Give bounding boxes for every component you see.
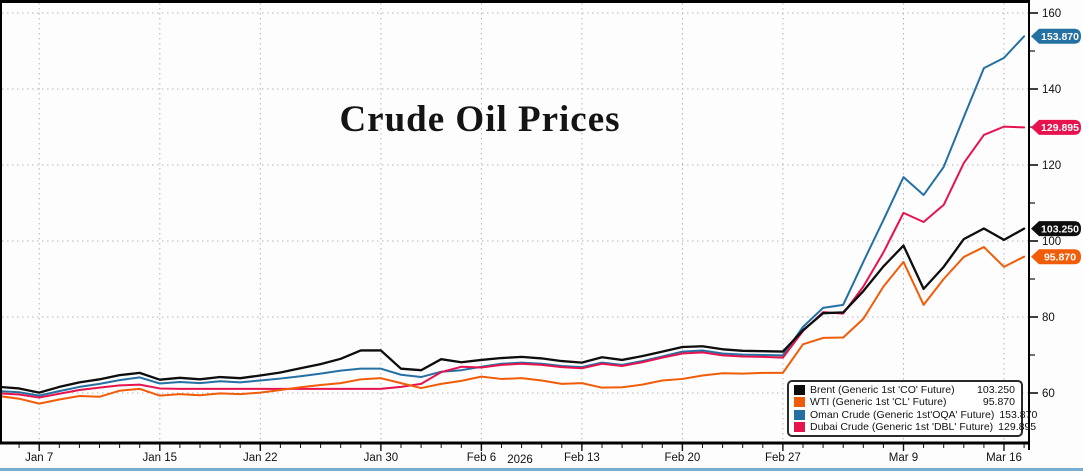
x-tick-label: Feb 6 — [467, 452, 496, 464]
x-tick-label: Feb 27 — [765, 452, 801, 464]
plot-background — [0, 0, 1030, 444]
last-price-tag-value-brent: 103.250 — [1041, 223, 1079, 235]
legend-series-label: Dubai Crude (Generic 1st 'DBL' Future) — [810, 420, 994, 433]
x-tick-label: Feb 13 — [564, 452, 600, 464]
legend-item-wti[interactable]: WTI (Generic 1st 'CL' Future) 95.870 — [794, 396, 1015, 408]
last-price-tag-oman — [1031, 28, 1081, 44]
y-tick-label: 120 — [1042, 160, 1061, 172]
y-tick-label: 80 — [1042, 312, 1055, 324]
last-price-tag-value-wti: 95.870 — [1044, 251, 1076, 263]
legend-swatch-wti-icon — [794, 397, 805, 408]
legend-series-value: 103.250 — [977, 384, 1015, 397]
last-price-tag-dubai — [1031, 119, 1081, 135]
x-tick-label: Mar 9 — [889, 452, 918, 464]
last-price-tag-wti — [1031, 249, 1081, 265]
x-tick-label: Jan 7 — [25, 452, 53, 464]
series-line-oman — [2, 35, 1026, 397]
y-tick-label: 60 — [1042, 388, 1055, 400]
legend-item-oman[interactable]: Oman Crude (Generic 1st'OQA' Future) 153… — [794, 408, 1037, 421]
x-axis-year-label: 2026 — [507, 454, 533, 466]
series-line-wti — [2, 246, 1026, 405]
y-tick-label: 160 — [1042, 8, 1061, 20]
last-price-tag-brent — [1031, 221, 1081, 237]
x-tick-label: Jan 15 — [143, 452, 178, 464]
legend-item-dubai[interactable]: Dubai Crude (Generic 1st 'DBL' Future) 1… — [794, 420, 1036, 433]
y-tick-label: 100 — [1042, 236, 1061, 248]
bottom-divider — [0, 468, 1083, 471]
series-line-dubai — [2, 125, 1026, 399]
x-tick-label: Mar 16 — [986, 452, 1022, 464]
x-tick-label: Jan 22 — [243, 452, 278, 464]
legend-swatch-dubai-icon — [794, 421, 805, 432]
legend-series-value: 95.870 — [982, 396, 1015, 409]
legend-series-label: WTI (Generic 1st 'CL' Future) — [810, 396, 947, 409]
chart-title: Crude Oil Prices — [339, 99, 621, 140]
legend-series-label: Oman Crude (Generic 1st'OQA' Future) — [810, 408, 995, 421]
last-price-tag-value-oman: 153.870 — [1041, 31, 1079, 43]
x-tick-label: Jan 30 — [364, 452, 399, 464]
legend-item-brent[interactable]: Brent (Generic 1st 'CO' Future) 103.250 — [794, 384, 1015, 396]
legend-series-value: 129.895 — [998, 420, 1037, 433]
series-line-brent — [2, 227, 1026, 394]
legend-swatch-brent-icon — [794, 385, 805, 396]
y-tick-label: 140 — [1042, 84, 1061, 96]
legend: Brent (Generic 1st 'CO' Future) 103.250 … — [787, 380, 1037, 437]
legend-series-label: Brent (Generic 1st 'CO' Future) — [810, 384, 955, 397]
last-price-tag-value-dubai: 129.895 — [1041, 122, 1079, 134]
legend-swatch-oman-icon — [794, 409, 805, 420]
legend-series-value: 153.870 — [999, 408, 1038, 421]
x-tick-label: Feb 20 — [664, 452, 700, 464]
